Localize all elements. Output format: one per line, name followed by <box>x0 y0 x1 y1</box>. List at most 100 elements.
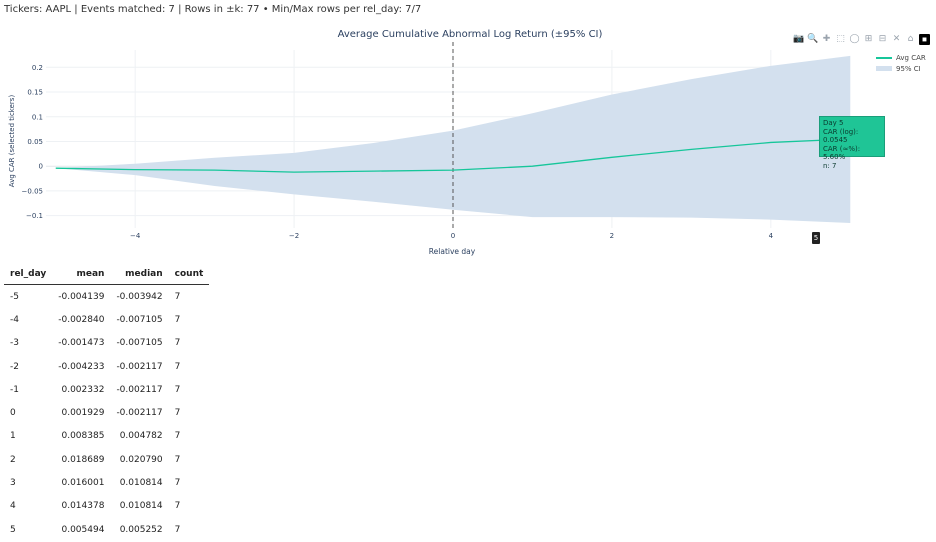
avg-car-swatch <box>876 56 892 59</box>
table-row: 3 0.016001 0.010814 7 <box>4 471 209 494</box>
x-tick-label: 0 <box>451 232 455 240</box>
cell-mean: -0.002840 <box>58 314 105 325</box>
cell-rel-day: -5 <box>10 291 19 302</box>
cell-median: -0.007105 <box>116 338 163 349</box>
modebar: 📷 🔍 ✚ ⬚ ◯ ⊞ ⊟ ✕ ⌂ ◼ <box>793 34 930 45</box>
cell-count: 7 <box>174 314 181 325</box>
x-tick-label: 2 <box>610 232 614 240</box>
x-tick-label: −2 <box>289 232 299 240</box>
cell-rel-day: 3 <box>10 478 16 489</box>
table-row: -1 0.002332 -0.002117 7 <box>4 378 209 401</box>
y-tick-label: 0.15 <box>27 89 43 97</box>
home-icon[interactable]: ⌂ <box>907 34 914 44</box>
zoom-in-icon[interactable]: ⊞ <box>864 34 873 44</box>
pan-icon[interactable]: ✚ <box>822 34 831 44</box>
table-row: 1 0.008385 0.004782 7 <box>4 425 209 448</box>
table-header-row: rel_day mean median count <box>4 264 210 285</box>
table-row: 5 0.005494 0.005252 7 <box>4 518 209 541</box>
cell-count: 7 <box>174 408 181 419</box>
legend-label-avg-car: Avg CAR <box>896 53 926 62</box>
table-row: 2 0.018689 0.020790 7 <box>4 448 209 471</box>
x-axis-label: Relative day <box>429 247 476 256</box>
y-axis-label: Avg CAR (selected tickers) <box>8 95 16 188</box>
cell-rel-day: 0 <box>10 408 16 419</box>
cell-rel-day: -3 <box>10 338 19 349</box>
hover-line-car-pct: CAR (≈%): 5.60% <box>823 144 861 162</box>
legend-label-ci: 95% CI <box>896 64 921 73</box>
autoscale-icon[interactable]: ✕ <box>892 34 901 44</box>
cell-count: 7 <box>174 454 181 465</box>
cell-mean: -0.001473 <box>58 338 105 349</box>
avg-car-line[interactable] <box>55 138 851 173</box>
table-row: -5 -0.004139 -0.003942 7 <box>4 285 209 309</box>
cell-rel-day: -4 <box>10 314 19 325</box>
cell-count: 7 <box>174 384 181 395</box>
tick-layer: −0.1 −0.05 0 0.05 0.1 0.15 0.2 −4 −2 0 2 4 <box>22 64 774 240</box>
cell-rel-day: 4 <box>10 501 16 512</box>
summary-line: Tickers: AAPL | Events matched: 7 | Rows… <box>4 4 422 15</box>
cell-count: 7 <box>174 431 181 442</box>
legend-item-ci[interactable]: 95% CI <box>876 63 926 74</box>
cell-median: 0.020790 <box>119 454 163 465</box>
hover-line-car-log: CAR (log): 0.0545 <box>823 127 859 145</box>
cell-median: -0.002117 <box>116 361 163 372</box>
hover-line-day: Day 5 <box>823 119 844 127</box>
lasso-icon[interactable]: ◯ <box>849 34 860 44</box>
camera-icon[interactable]: 📷 <box>793 34 805 44</box>
legend-item-avg-car[interactable]: Avg CAR <box>876 52 926 63</box>
col-header-rel-day: rel_day <box>4 264 53 285</box>
table-row: -2 -0.004233 -0.002117 7 <box>4 355 209 378</box>
cell-median: 0.010814 <box>119 478 163 489</box>
table-row: 4 0.014378 0.010814 7 <box>4 495 209 518</box>
cell-median: -0.003942 <box>116 291 163 302</box>
cell-count: 7 <box>174 291 181 302</box>
x-tick-label: −4 <box>130 232 141 240</box>
cell-median: -0.007105 <box>116 314 163 325</box>
cell-rel-day: -2 <box>10 361 19 372</box>
hover-tooltip: Day 5 CAR (log): 0.0545 CAR (≈%): 5.60% … <box>819 116 885 170</box>
cell-mean: -0.004233 <box>58 361 105 372</box>
cell-rel-day: 2 <box>10 454 16 465</box>
hover-x-tag: 5 <box>812 232 820 244</box>
y-tick-label: 0 <box>39 163 43 171</box>
cell-mean: 0.018689 <box>61 454 105 465</box>
ci-swatch <box>876 66 892 71</box>
cell-mean: 0.008385 <box>61 431 105 442</box>
cell-mean: -0.004139 <box>58 291 105 302</box>
table-row: 0 0.001929 -0.002117 7 <box>4 401 209 424</box>
hover-line-n: n: 7 <box>823 161 837 170</box>
stats-table: rel_day mean median count -5 -0.004139 -0.… <box>4 264 210 541</box>
cell-count: 7 <box>174 478 181 489</box>
cell-mean: 0.002332 <box>61 384 105 395</box>
cell-median: -0.002117 <box>116 384 163 395</box>
cell-rel-day: 5 <box>10 524 16 535</box>
y-tick-label: −0.1 <box>26 212 43 220</box>
table-row: -4 -0.002840 -0.007105 7 <box>4 308 209 331</box>
cell-count: 7 <box>174 524 181 535</box>
table-row: -3 -0.001473 -0.007105 7 <box>4 332 209 355</box>
cell-mean: 0.005494 <box>61 524 105 535</box>
zoom-out-icon[interactable]: ⊟ <box>878 34 887 44</box>
zoom-icon[interactable]: 🔍 <box>807 34 819 44</box>
cell-rel-day: -1 <box>10 384 19 395</box>
legend: Avg CAR 95% CI <box>876 52 926 74</box>
cell-mean: 0.014378 <box>61 501 105 512</box>
y-tick-label: 0.2 <box>32 64 43 72</box>
y-tick-label: 0.05 <box>27 138 43 146</box>
cell-count: 7 <box>174 338 181 349</box>
cell-mean: 0.016001 <box>61 478 105 489</box>
cell-mean: 0.001929 <box>61 408 105 419</box>
cell-count: 7 <box>174 361 181 372</box>
col-header-median: median <box>110 264 169 285</box>
cell-median: 0.004782 <box>119 431 163 442</box>
car-chart[interactable]: −0.1 −0.05 0 0.05 0.1 0.15 0.2 −4 −2 0 2 4 Average … <box>0 22 936 258</box>
box-select-icon[interactable]: ⬚ <box>836 34 845 44</box>
y-tick-label: −0.05 <box>22 187 43 195</box>
y-tick-label: 0.1 <box>32 113 43 121</box>
cell-rel-day: 1 <box>10 431 16 442</box>
plotly-logo[interactable]: ◼ <box>919 34 930 45</box>
ci-band <box>55 55 851 224</box>
cell-median: 0.005252 <box>119 524 163 535</box>
x-tick-label: 4 <box>769 232 774 240</box>
cell-count: 7 <box>174 501 181 512</box>
